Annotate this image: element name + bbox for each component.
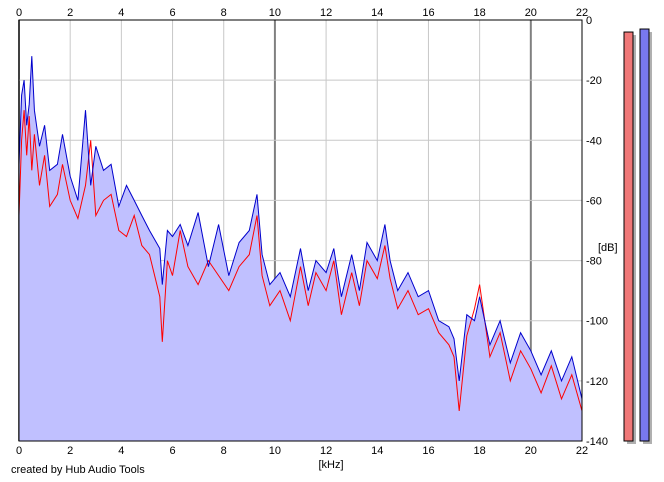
x-tick-label: 0 <box>16 445 22 457</box>
x-tick-label: 22 <box>576 7 588 19</box>
x-tick-label: 20 <box>525 445 537 457</box>
level-meter-right <box>639 28 650 442</box>
x-tick-label: 6 <box>169 7 175 19</box>
y-tick-labels: 0 -20 -40 -60 -80 -100 -120 -140 <box>586 15 608 448</box>
blue-series-line <box>18 56 583 400</box>
y-tick-label: -20 <box>586 75 602 87</box>
x-tick-label: 14 <box>371 445 383 457</box>
x-tick-label: 8 <box>221 7 227 19</box>
x-tick-labels-bottom: 0 2 4 6 8 10 12 14 16 18 20 22 <box>16 445 588 457</box>
x-tick-label: 18 <box>474 445 486 457</box>
spectrum-area <box>19 56 582 441</box>
x-tick-label: 14 <box>371 7 383 19</box>
y-tick-label: -100 <box>586 316 608 328</box>
plot-frame <box>18 19 583 442</box>
x-tick-label: 16 <box>422 445 434 457</box>
x-tick-label: 2 <box>67 445 73 457</box>
y-tick-label: -140 <box>586 436 608 448</box>
level-meter-left <box>623 31 634 442</box>
x-tick-label: 10 <box>269 7 281 19</box>
x-tick-label: 12 <box>320 445 332 457</box>
x-tick-label: 8 <box>221 445 227 457</box>
spectrum-fill <box>19 56 582 441</box>
x-tick-label: 10 <box>269 445 281 457</box>
x-tick-label: 22 <box>576 445 588 457</box>
x-tick-label: 4 <box>118 7 124 19</box>
x-tick-label: 18 <box>474 7 486 19</box>
y-tick-label: -120 <box>586 376 608 388</box>
level-meters <box>623 28 652 445</box>
red-series-line <box>18 110 583 412</box>
y-tick-label: 0 <box>586 15 592 27</box>
x-tick-label: 0 <box>16 7 22 19</box>
x-tick-labels-top: 0 2 4 6 8 10 12 14 16 18 20 22 <box>16 7 588 19</box>
x-tick-label: 12 <box>320 7 332 19</box>
y-tick-label: -40 <box>586 135 602 147</box>
series-layer <box>18 56 583 412</box>
x-tick-label: 4 <box>118 445 124 457</box>
x-tick-label: 16 <box>422 7 434 19</box>
credit-text: created by Hub Audio Tools <box>11 464 145 476</box>
x-tick-label: 2 <box>67 7 73 19</box>
x-tick-label: 20 <box>525 7 537 19</box>
x-axis-label: [kHz] <box>318 459 343 471</box>
y-axis-label: [dB] <box>598 242 618 254</box>
y-tick-label: -80 <box>586 256 602 268</box>
y-tick-label: -60 <box>586 195 602 207</box>
x-tick-label: 6 <box>169 445 175 457</box>
